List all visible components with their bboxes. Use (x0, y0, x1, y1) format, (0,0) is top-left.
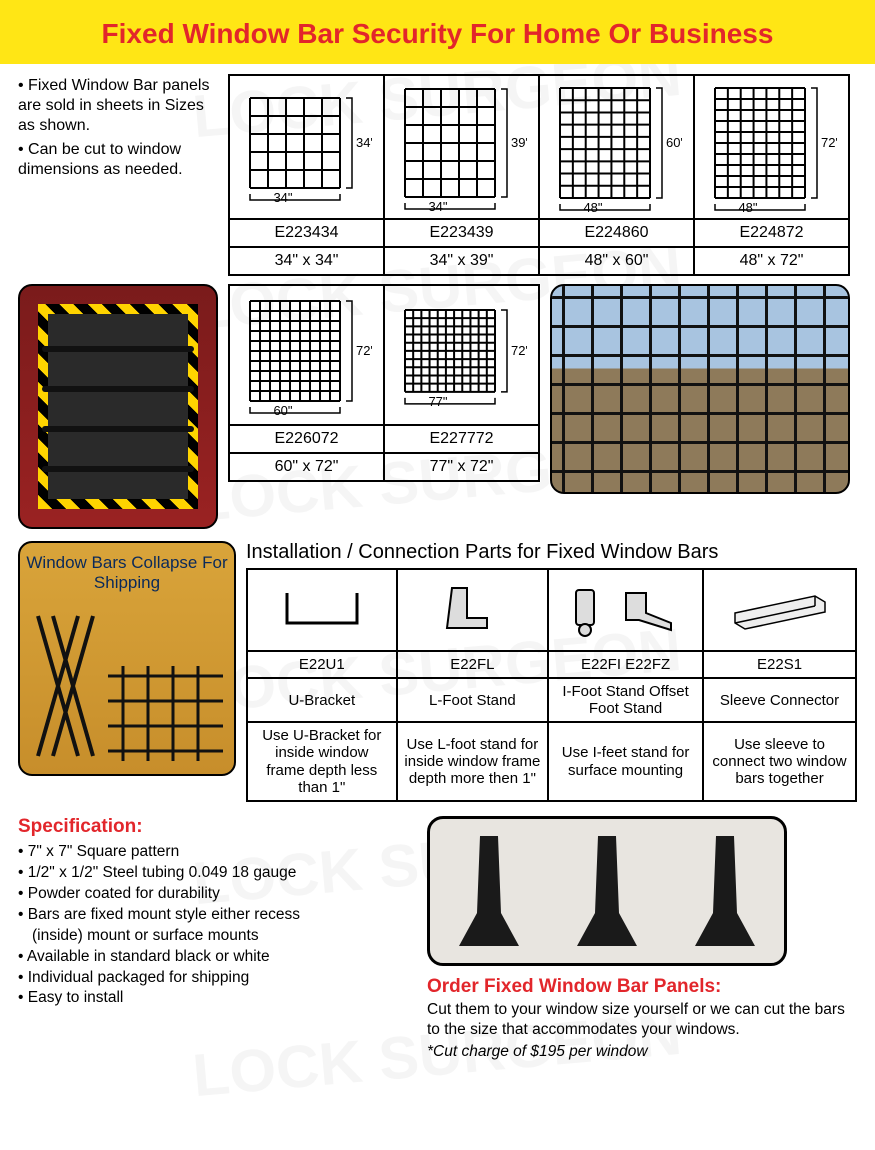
intro-bullet: Fixed Window Bar panels are sold in shee… (18, 76, 218, 136)
spec-item: Bars are fixed mount style either recess (18, 905, 409, 926)
order-text: Cut them to your window size yourself or… (427, 1000, 857, 1040)
collapse-diagram-icon (28, 606, 228, 766)
svg-text:34": 34" (428, 199, 447, 213)
spec-item: Individual packaged for shipping (18, 968, 409, 989)
svg-text:72": 72" (821, 135, 837, 150)
part-code: E22S1 (703, 651, 856, 678)
product-code: E223439 (384, 219, 539, 247)
svg-text:72": 72" (511, 343, 527, 358)
order-note: *Cut charge of $195 per window (427, 1042, 857, 1062)
photo-storefront (550, 284, 850, 494)
spec-item: Available in standard black or white (18, 947, 409, 968)
product-diagram: 60" 48" (539, 75, 694, 219)
part-name: I-Foot Stand Offset Foot Stand (548, 678, 703, 722)
spec-item: 1/2" x 1/2" Steel tubing 0.049 18 gauge (18, 863, 409, 884)
photo-collapse: Window Bars Collapse For Shipping (18, 541, 236, 776)
product-code: E224860 (539, 219, 694, 247)
product-grid-row2: 72" 60" 72" 77" E226072E227772 60" x 72"77"… (228, 284, 540, 482)
product-code: E227772 (384, 425, 539, 453)
product-dimension: 60" x 72" (229, 453, 384, 481)
part-code: E22FI E22FZ (548, 651, 703, 678)
product-dimension: 34" x 34" (229, 247, 384, 275)
product-code: E224872 (694, 219, 849, 247)
part-code: E22U1 (247, 651, 397, 678)
part-desc: Use L-foot stand for inside window frame… (397, 722, 548, 801)
spec-item: Powder coated for durability (18, 884, 409, 905)
part-diagram (548, 569, 703, 651)
intro-bullet: Can be cut to window dimensions as neede… (18, 140, 218, 180)
spec-item: Easy to install (18, 988, 409, 1009)
collapse-label: Window Bars Collapse For Shipping (20, 553, 234, 594)
svg-text:60": 60" (273, 403, 292, 417)
parts-title: Installation / Connection Parts for Fixe… (246, 541, 857, 564)
product-diagram: 34" 34" (229, 75, 384, 219)
part-name: Sleeve Connector (703, 678, 856, 722)
part-desc: Use sleeve to connect two window bars to… (703, 722, 856, 801)
part-desc: Use U-Bracket for inside window frame de… (247, 722, 397, 801)
svg-text:48": 48" (738, 200, 757, 214)
product-dimension: 34" x 39" (384, 247, 539, 275)
specification-block: Specification: 7" x 7" Square pattern1/2… (18, 816, 409, 1062)
svg-text:48": 48" (583, 200, 602, 214)
part-name: L-Foot Stand (397, 678, 548, 722)
product-grid-row1: 34"34"39"34"60"48"72"48" E223434E223439E… (228, 74, 850, 276)
product-diagram: 72" 77" (384, 285, 539, 425)
part-diagram (247, 569, 397, 651)
order-block: Order Fixed Window Bar Panels: Cut them … (427, 816, 857, 1062)
svg-text:34": 34" (273, 190, 292, 204)
part-diagram (703, 569, 856, 651)
spec-item: 7" x 7" Square pattern (18, 842, 409, 863)
svg-text:60": 60" (666, 135, 682, 150)
part-desc: Use I-feet stand for surface mounting (548, 722, 703, 801)
product-dimension: 77" x 72" (384, 453, 539, 481)
product-diagram: 72" 60" (229, 285, 384, 425)
spec-title: Specification: (18, 816, 409, 838)
product-diagram: 39" 34" (384, 75, 539, 219)
part-name: U-Bracket (247, 678, 397, 722)
product-dimension: 48" x 72" (694, 247, 849, 275)
svg-text:72": 72" (356, 343, 372, 358)
photo-brackets (427, 816, 787, 966)
svg-text:77": 77" (428, 394, 447, 408)
title-bar: Fixed Window Bar Security For Home Or Bu… (0, 0, 875, 64)
intro-text: Fixed Window Bar panels are sold in shee… (18, 74, 218, 276)
product-dimension: 48" x 60" (539, 247, 694, 275)
part-diagram (397, 569, 548, 651)
svg-text:39": 39" (511, 135, 527, 150)
parts-table: E22U1E22FLE22FI E22FZE22S1 U-BracketL-Fo… (246, 568, 857, 802)
svg-text:34": 34" (356, 135, 372, 150)
spec-item: (inside) mount or surface mounts (18, 926, 409, 947)
order-title: Order Fixed Window Bar Panels: (427, 976, 857, 998)
product-diagram: 72" 48" (694, 75, 849, 219)
part-code: E22FL (397, 651, 548, 678)
photo-door-install (18, 284, 218, 529)
product-code: E226072 (229, 425, 384, 453)
page-title: Fixed Window Bar Security For Home Or Bu… (10, 18, 865, 50)
product-code: E223434 (229, 219, 384, 247)
